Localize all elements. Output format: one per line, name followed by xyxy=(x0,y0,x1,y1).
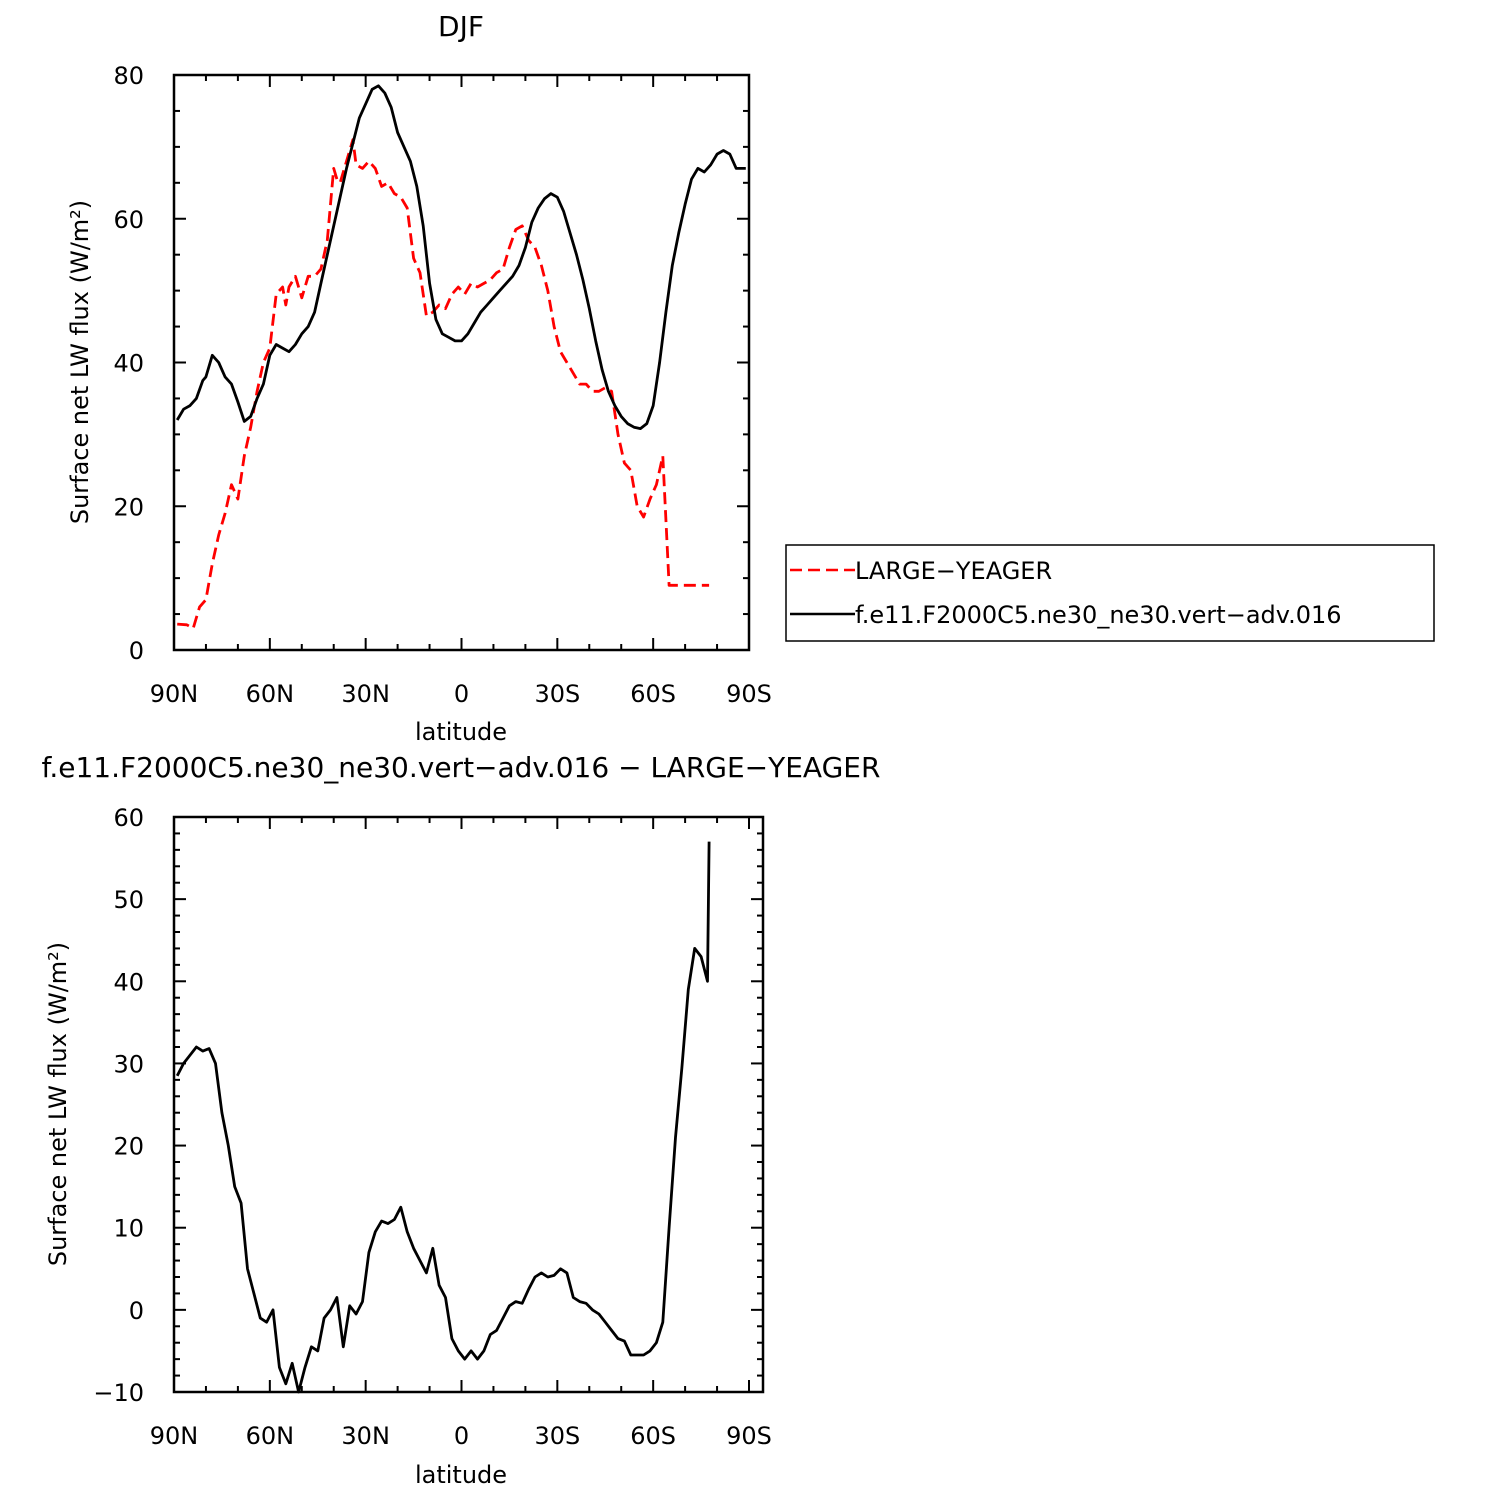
legend-label-large-yeager: LARGE−YEAGER xyxy=(855,557,1052,585)
bottom-panel-x-axis-label: latitude xyxy=(415,1461,507,1489)
top-panel-ticks xyxy=(173,74,750,651)
top-panel-x-axis-label: latitude xyxy=(415,718,507,746)
legend-label-model: f.e11.F2000C5.ne30_ne30.vert−adv.016 xyxy=(855,601,1342,629)
top-y-tick-label: 40 xyxy=(113,350,144,378)
legend-box xyxy=(785,544,1435,642)
top-panel-frame xyxy=(172,73,751,652)
bottom-panel-ticks xyxy=(173,816,763,1393)
bottom-y-tick-label: −10 xyxy=(93,1379,144,1407)
bottom-y-tick-label: 40 xyxy=(113,968,144,996)
top-x-tick-label: 90N xyxy=(150,680,199,708)
bottom-x-tick-label: 30S xyxy=(534,1422,580,1450)
top-x-tick-label: 0 xyxy=(454,680,469,708)
bottom-panel-frame xyxy=(172,815,765,1394)
bottom-series-line-0 xyxy=(175,841,711,1394)
bottom-y-tick-label: 60 xyxy=(113,804,144,832)
top-x-tick-label: 60N xyxy=(246,680,295,708)
bottom-panel-tick-labels: 90N 60N 30N 0 30S 60S 90S −10 0 10 20 30 40 50 60 xyxy=(93,804,772,1450)
top-series-line-0 xyxy=(177,138,710,630)
bottom-x-tick-label: 90S xyxy=(726,1422,772,1450)
bottom-y-tick-label: 30 xyxy=(113,1050,144,1078)
bottom-x-tick-label: 0 xyxy=(454,1422,469,1450)
bottom-x-tick-label: 60S xyxy=(630,1422,676,1450)
bottom-y-tick-label: 20 xyxy=(113,1133,144,1161)
legend: LARGE−YEAGER f.e11.F2000C5.ne30_ne30.ver… xyxy=(785,544,1435,642)
top-y-tick-label: 80 xyxy=(113,62,144,90)
top-panel: DJF 90N 60N 30N 0 30S 60S 90S 0 20 40 60 80 latitud… xyxy=(66,10,772,746)
top-x-tick-label: 30N xyxy=(341,680,390,708)
bottom-x-tick-label: 30N xyxy=(341,1422,390,1450)
top-panel-y-axis-label: Surface net LW flux (W/m²) xyxy=(66,200,94,524)
top-y-tick-label: 20 xyxy=(113,493,144,521)
bottom-panel-title: f.e11.F2000C5.ne30_ne30.vert−adv.016 − L… xyxy=(42,751,881,784)
top-panel-series xyxy=(175,84,746,630)
bottom-panel: f.e11.F2000C5.ne30_ne30.vert−adv.016 − L… xyxy=(42,751,881,1489)
top-panel-title: DJF xyxy=(438,10,484,43)
bottom-panel-series xyxy=(175,841,711,1394)
top-series-line-1 xyxy=(175,84,746,431)
bottom-panel-y-axis-label: Surface net LW flux (W/m²) xyxy=(44,942,72,1266)
top-y-tick-label: 0 xyxy=(129,637,144,665)
bottom-y-tick-label: 0 xyxy=(129,1297,144,1325)
top-y-tick-label: 60 xyxy=(113,206,144,234)
top-x-tick-label: 90S xyxy=(726,680,772,708)
top-panel-tick-labels: 90N 60N 30N 0 30S 60S 90S 0 20 40 60 80 xyxy=(113,62,771,708)
bottom-x-tick-label: 90N xyxy=(150,1422,199,1450)
bottom-y-tick-label: 50 xyxy=(113,886,144,914)
bottom-y-tick-label: 10 xyxy=(113,1215,144,1243)
top-x-tick-label: 30S xyxy=(534,680,580,708)
bottom-x-tick-label: 60N xyxy=(246,1422,295,1450)
top-x-tick-label: 60S xyxy=(630,680,676,708)
